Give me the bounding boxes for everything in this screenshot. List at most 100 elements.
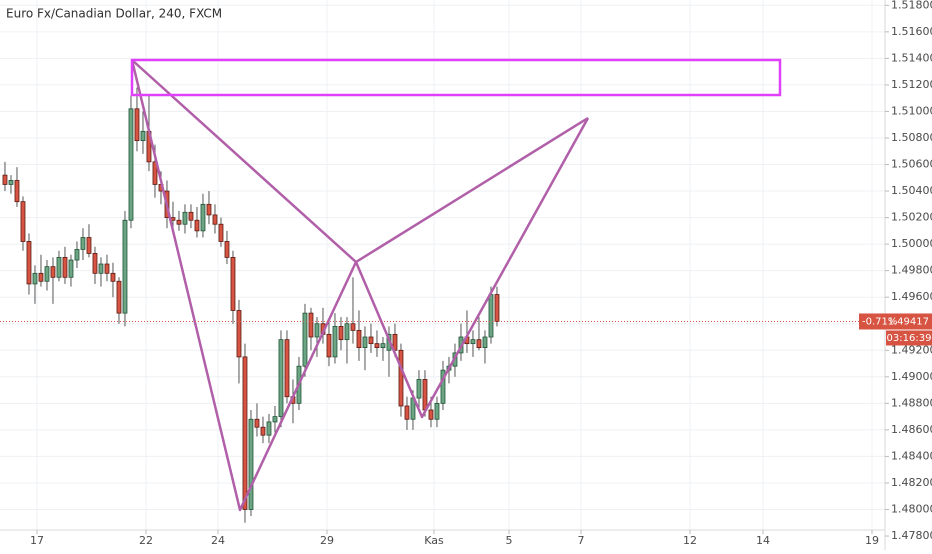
candle-body bbox=[494, 294, 500, 322]
change-label: -0.71% bbox=[862, 316, 897, 327]
candle-body bbox=[248, 418, 254, 510]
candle-body bbox=[206, 203, 212, 216]
x-tick-label: 24 bbox=[211, 534, 225, 547]
y-tick-label: 1.51000 bbox=[891, 104, 932, 117]
candle-body bbox=[20, 201, 26, 242]
y-tick-label: 1.48000 bbox=[891, 502, 932, 515]
candle-body bbox=[26, 241, 32, 285]
x-tick-label: 14 bbox=[756, 534, 770, 547]
candle-body bbox=[332, 325, 338, 358]
candle-body bbox=[56, 256, 62, 278]
y-tick-label: 1.51400 bbox=[891, 51, 932, 64]
candle-body bbox=[200, 203, 206, 232]
x-tick-label: 29 bbox=[320, 534, 334, 547]
candle-body bbox=[266, 421, 272, 436]
candle-body bbox=[368, 336, 374, 345]
candle-body bbox=[224, 241, 230, 258]
candle-body bbox=[284, 339, 290, 398]
candle-body bbox=[392, 333, 398, 351]
candle-body bbox=[140, 130, 146, 142]
candle-body bbox=[272, 416, 278, 423]
candle-body bbox=[350, 323, 356, 331]
candle-body bbox=[218, 223, 224, 242]
countdown-label: 03:16:39 bbox=[887, 333, 932, 344]
chart-title: Euro Fx/Canadian Dollar, 240, FXCM bbox=[6, 7, 222, 21]
candle-body bbox=[344, 323, 350, 341]
candle-body bbox=[278, 339, 284, 418]
candle-body bbox=[104, 263, 110, 274]
candle-body bbox=[326, 333, 332, 358]
candle-body bbox=[44, 266, 50, 282]
candle-body bbox=[488, 294, 494, 338]
candle-body bbox=[62, 256, 68, 278]
candle-body bbox=[236, 310, 242, 358]
candle-body bbox=[68, 259, 74, 278]
candle-body bbox=[404, 405, 410, 420]
x-tick-label: Kas bbox=[424, 534, 444, 547]
candle-body bbox=[242, 356, 248, 510]
candle-body bbox=[32, 272, 38, 285]
harmonic-pattern bbox=[130, 59, 590, 512]
candle-body bbox=[476, 339, 482, 349]
candle-body bbox=[212, 214, 218, 225]
candle-body bbox=[308, 312, 314, 338]
candle-body bbox=[470, 339, 476, 345]
candle-body bbox=[260, 426, 266, 436]
y-tick-label: 1.50800 bbox=[891, 131, 932, 144]
candle-body bbox=[434, 402, 440, 420]
candle-body bbox=[74, 249, 80, 261]
candle-body bbox=[380, 343, 386, 349]
candle-body bbox=[116, 280, 122, 314]
y-tick-label: 1.49000 bbox=[891, 370, 932, 383]
candle-body bbox=[314, 323, 320, 338]
y-tick-label: 1.49200 bbox=[891, 343, 932, 356]
candle-body bbox=[374, 343, 380, 349]
candle-body bbox=[110, 272, 116, 282]
y-tick-label: 1.48400 bbox=[891, 449, 932, 462]
candle-body bbox=[14, 180, 20, 203]
zone-box bbox=[130, 58, 782, 97]
y-tick-label: 1.51800 bbox=[891, 0, 932, 11]
candle-body bbox=[92, 253, 98, 274]
candle-body bbox=[122, 219, 128, 314]
pattern-triangle bbox=[131, 59, 589, 264]
candle-body bbox=[98, 263, 104, 274]
candle-body bbox=[362, 336, 368, 349]
candle-body bbox=[50, 266, 56, 278]
countdown-badge bbox=[886, 330, 932, 346]
x-tick-label: 5 bbox=[505, 534, 512, 547]
y-tick-label: 1.48200 bbox=[891, 476, 932, 489]
candle-body bbox=[80, 237, 86, 250]
candle-body bbox=[176, 219, 182, 225]
x-tick-label: 19 bbox=[865, 534, 879, 547]
x-tick-label: 17 bbox=[30, 534, 44, 547]
candle-body bbox=[230, 256, 236, 311]
candle-body bbox=[422, 379, 428, 411]
candle-body bbox=[134, 108, 140, 142]
last-price-label: 1.49417 bbox=[888, 316, 929, 327]
y-tick-label: 1.50600 bbox=[891, 158, 932, 171]
pattern-leg bbox=[130, 59, 590, 512]
candle-body bbox=[86, 237, 92, 254]
y-tick-label: 1.48800 bbox=[891, 396, 932, 409]
candle-body bbox=[8, 180, 14, 185]
y-tick-label: 1.49800 bbox=[891, 264, 932, 277]
price-badge bbox=[859, 313, 932, 330]
y-tick-label: 1.49600 bbox=[891, 290, 932, 303]
candle-body bbox=[398, 349, 404, 407]
x-tick-label: 12 bbox=[683, 534, 697, 547]
candle-body bbox=[182, 211, 188, 225]
candle-body bbox=[338, 325, 344, 341]
candle-body bbox=[416, 379, 422, 399]
y-tick-label: 1.47800 bbox=[891, 529, 932, 542]
y-tick-label: 1.48600 bbox=[891, 423, 932, 436]
x-tick-label: 7 bbox=[577, 534, 584, 547]
y-tick-label: 1.51600 bbox=[891, 25, 932, 38]
grid bbox=[0, 0, 885, 530]
candle-body bbox=[152, 161, 158, 185]
candle-body bbox=[482, 336, 488, 349]
candle-body bbox=[38, 272, 44, 282]
candle-body bbox=[440, 369, 446, 404]
candle-body bbox=[302, 312, 308, 367]
